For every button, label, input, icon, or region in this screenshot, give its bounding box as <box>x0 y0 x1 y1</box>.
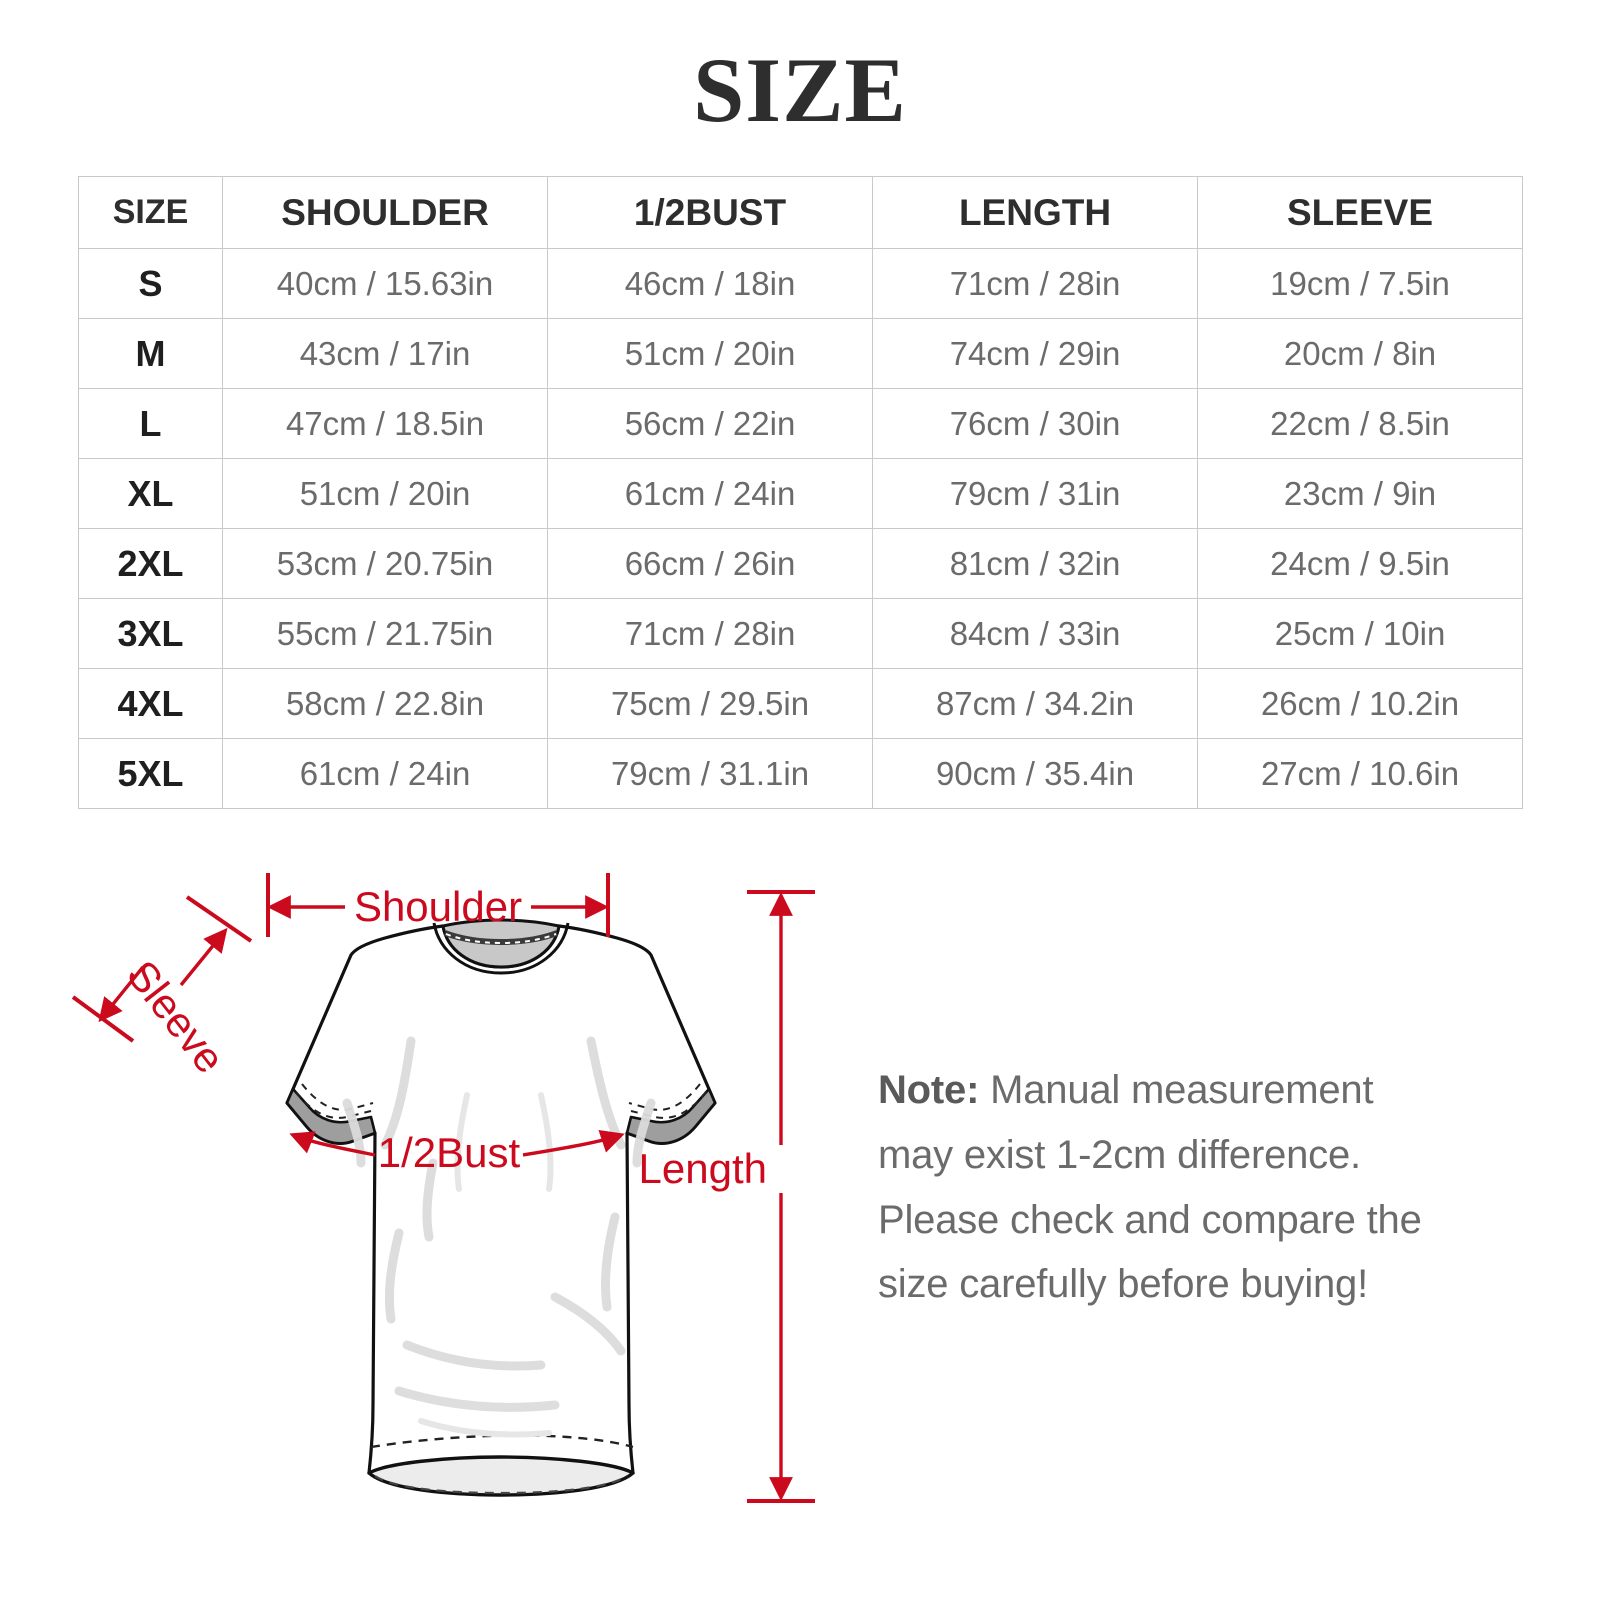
table-row: L 47cm / 18.5in 56cm / 22in 76cm / 30in … <box>78 388 1523 459</box>
cell-shoulder: 51cm / 20in <box>222 458 548 529</box>
fabric-shading <box>342 1036 656 1412</box>
sleeve-measure-annotation: Sleeve <box>71 895 253 1082</box>
tshirt-measurement-diagram: Shoulder Sleeve 1/2Bust <box>55 845 875 1555</box>
table-row: 5XL 61cm / 24in 79cm / 31.1in 90cm / 35.… <box>78 738 1523 809</box>
table-row: XL 51cm / 20in 61cm / 24in 79cm / 31in 2… <box>78 458 1523 529</box>
cell-size: 2XL <box>78 528 223 599</box>
cell-sleeve: 20cm / 8in <box>1197 318 1523 389</box>
table-header: SIZE SHOULDER 1/2BUST LENGTH SLEEVE <box>78 176 1523 249</box>
cell-bust: 61cm / 24in <box>547 458 873 529</box>
cell-sleeve: 25cm / 10in <box>1197 598 1523 669</box>
column-header-length: LENGTH <box>872 176 1198 249</box>
cell-size: S <box>78 248 223 319</box>
length-label: Length <box>639 1145 767 1192</box>
cell-length: 71cm / 28in <box>872 248 1198 319</box>
bust-arrow-right <box>522 1129 625 1157</box>
cell-size: 4XL <box>78 668 223 739</box>
tshirt-illustration <box>285 918 717 1497</box>
table-header-row: SIZE SHOULDER 1/2BUST LENGTH SLEEVE <box>78 176 1523 249</box>
cell-shoulder: 47cm / 18.5in <box>222 388 548 459</box>
cell-length: 79cm / 31in <box>872 458 1198 529</box>
size-table: SIZE SHOULDER 1/2BUST LENGTH SLEEVE S 40… <box>78 176 1523 809</box>
shoulder-label: Shoulder <box>354 883 522 930</box>
tshirt-body-outline <box>285 924 717 1475</box>
table-row: 4XL 58cm / 22.8in 75cm / 29.5in 87cm / 3… <box>78 668 1523 739</box>
cell-shoulder: 58cm / 22.8in <box>222 668 548 739</box>
bust-measure-annotation: 1/2Bust <box>289 1129 625 1176</box>
cell-size: XL <box>78 458 223 529</box>
sleeve-cap-upper <box>185 895 253 943</box>
column-header-size: SIZE <box>78 176 223 249</box>
cell-shoulder: 43cm / 17in <box>222 318 548 389</box>
cell-length: 87cm / 34.2in <box>872 668 1198 739</box>
cell-size: M <box>78 318 223 389</box>
page-title: SIZE <box>693 39 907 141</box>
column-header-shoulder: SHOULDER <box>222 176 548 249</box>
column-header-bust: 1/2BUST <box>547 176 873 249</box>
cell-bust: 56cm / 22in <box>547 388 873 459</box>
cell-bust: 66cm / 26in <box>547 528 873 599</box>
sleeve-arrow-upper <box>179 927 228 987</box>
cell-length: 81cm / 32in <box>872 528 1198 599</box>
length-measure-annotation: Length <box>639 890 815 1503</box>
note-body: Manual measurement may exist 1-2cm diffe… <box>878 1068 1422 1307</box>
cell-bust: 71cm / 28in <box>547 598 873 669</box>
table-row: 2XL 53cm / 20.75in 66cm / 26in 81cm / 32… <box>78 528 1523 599</box>
shoulder-measure-annotation: Shoulder <box>266 873 610 937</box>
cell-sleeve: 19cm / 7.5in <box>1197 248 1523 319</box>
note-text: Note: Manual measurement may exist 1-2cm… <box>878 1058 1438 1317</box>
cell-sleeve: 22cm / 8.5in <box>1197 388 1523 459</box>
cell-shoulder: 55cm / 21.75in <box>222 598 548 669</box>
cell-sleeve: 26cm / 10.2in <box>1197 668 1523 739</box>
cell-size: 3XL <box>78 598 223 669</box>
hem-opening <box>367 1455 635 1497</box>
table-row: S 40cm / 15.63in 46cm / 18in 71cm / 28in… <box>78 248 1523 319</box>
cell-length: 84cm / 33in <box>872 598 1198 669</box>
table-body: S 40cm / 15.63in 46cm / 18in 71cm / 28in… <box>78 248 1523 809</box>
cell-size: L <box>78 388 223 459</box>
bust-label: 1/2Bust <box>378 1129 521 1176</box>
cell-length: 90cm / 35.4in <box>872 738 1198 809</box>
cell-bust: 75cm / 29.5in <box>547 668 873 739</box>
neckline-seam <box>432 922 570 975</box>
cell-sleeve: 24cm / 9.5in <box>1197 528 1523 599</box>
hem-stitch-upper <box>370 1434 634 1449</box>
sleeve-arrow-lower <box>98 965 145 1023</box>
cell-shoulder: 53cm / 20.75in <box>222 528 548 599</box>
cell-length: 74cm / 29in <box>872 318 1198 389</box>
cell-bust: 51cm / 20in <box>547 318 873 389</box>
cell-bust: 79cm / 31.1in <box>547 738 873 809</box>
right-sleeve-cuff-inner <box>625 1087 717 1145</box>
cell-sleeve: 27cm / 10.6in <box>1197 738 1523 809</box>
bust-arrow-left <box>289 1131 376 1157</box>
table-row: M 43cm / 17in 51cm / 20in 74cm / 29in 20… <box>78 318 1523 389</box>
note-label: Note: <box>878 1068 980 1112</box>
cell-length: 76cm / 30in <box>872 388 1198 459</box>
column-header-sleeve: SLEEVE <box>1197 176 1523 249</box>
cell-shoulder: 40cm / 15.63in <box>222 248 548 319</box>
hem-opening-stitch <box>374 1475 628 1495</box>
fabric-shading <box>418 1092 554 1438</box>
cell-bust: 46cm / 18in <box>547 248 873 319</box>
cell-size: 5XL <box>78 738 223 809</box>
sleeve-label: Sleeve <box>118 952 234 1082</box>
cell-shoulder: 61cm / 24in <box>222 738 548 809</box>
table-row: 3XL 55cm / 21.75in 71cm / 28in 84cm / 33… <box>78 598 1523 669</box>
cell-sleeve: 23cm / 9in <box>1197 458 1523 529</box>
